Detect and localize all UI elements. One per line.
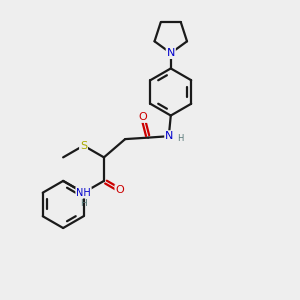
Text: NH: NH: [76, 188, 91, 198]
Text: O: O: [138, 112, 147, 122]
Text: H: H: [80, 200, 87, 208]
Text: H: H: [177, 134, 184, 143]
Text: N: N: [167, 48, 175, 58]
Text: N: N: [165, 131, 173, 141]
Text: O: O: [116, 185, 124, 195]
Text: S: S: [80, 141, 87, 151]
